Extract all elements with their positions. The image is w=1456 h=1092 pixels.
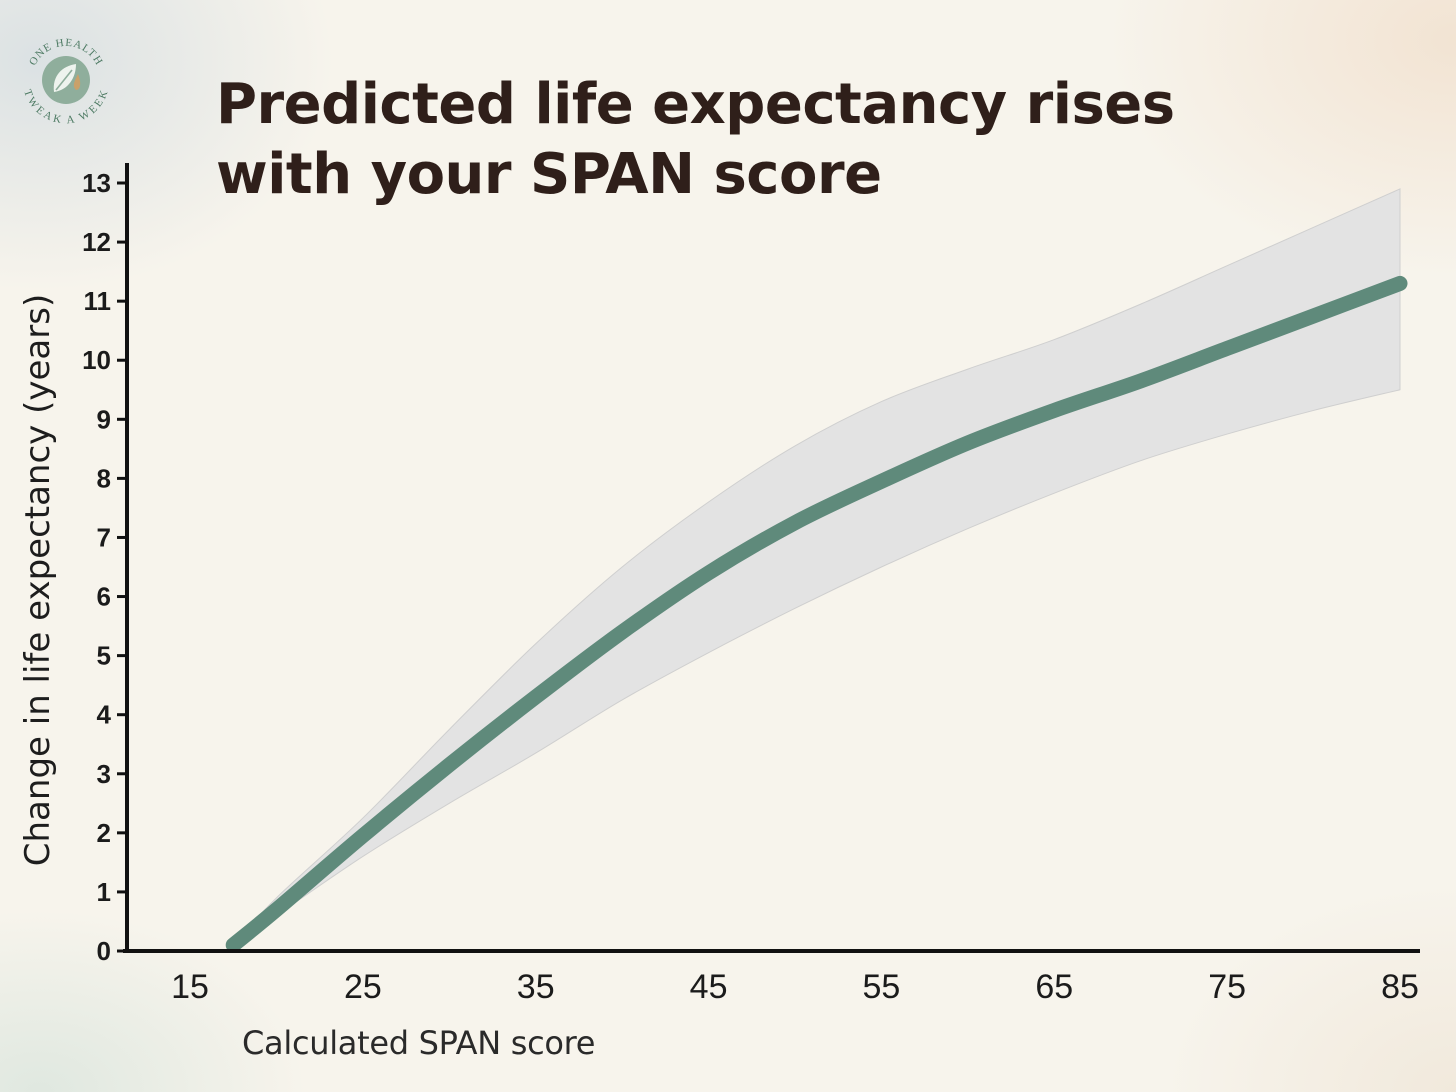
x-tick-label: 35 bbox=[517, 968, 555, 1006]
y-tick-label: 12 bbox=[82, 227, 111, 257]
y-tick-label: 0 bbox=[97, 936, 111, 966]
x-tick-label: 65 bbox=[1035, 968, 1073, 1006]
y-tick-label: 9 bbox=[97, 404, 111, 434]
series-line bbox=[225, 275, 1408, 953]
y-tick-label: 8 bbox=[97, 463, 111, 493]
confidence-band bbox=[232, 188, 1401, 946]
y-tick-label: 4 bbox=[97, 700, 112, 730]
y-tick-label: 10 bbox=[82, 345, 111, 375]
x-tick-label: 45 bbox=[690, 968, 728, 1006]
x-tick-label: 75 bbox=[1208, 968, 1246, 1006]
y-tick-label: 11 bbox=[84, 286, 112, 316]
y-tick-label: 2 bbox=[97, 818, 111, 848]
chart-title-line-2: with your SPAN score bbox=[216, 142, 882, 207]
brand-logo: ONE HEALTH TWEAK A WEEK bbox=[18, 30, 114, 127]
chart-title: Predicted life expectancy rises with you… bbox=[216, 70, 1316, 210]
y-tick-label: 6 bbox=[97, 582, 111, 612]
y-tick-label: 5 bbox=[97, 641, 111, 671]
y-tick-label: 3 bbox=[97, 759, 111, 789]
y-tick-label: 13 bbox=[82, 168, 111, 198]
x-tick-label: 85 bbox=[1381, 968, 1419, 1006]
y-tick-label: 7 bbox=[97, 522, 111, 552]
x-tick-label: 25 bbox=[344, 968, 382, 1006]
x-axis-label: Calculated SPAN score bbox=[242, 1024, 596, 1062]
x-tick-label: 55 bbox=[863, 968, 901, 1006]
x-tick-label: 15 bbox=[171, 968, 209, 1006]
y-tick-label: 1 bbox=[97, 877, 111, 907]
chart-title-line-1: Predicted life expectancy rises bbox=[216, 72, 1175, 137]
